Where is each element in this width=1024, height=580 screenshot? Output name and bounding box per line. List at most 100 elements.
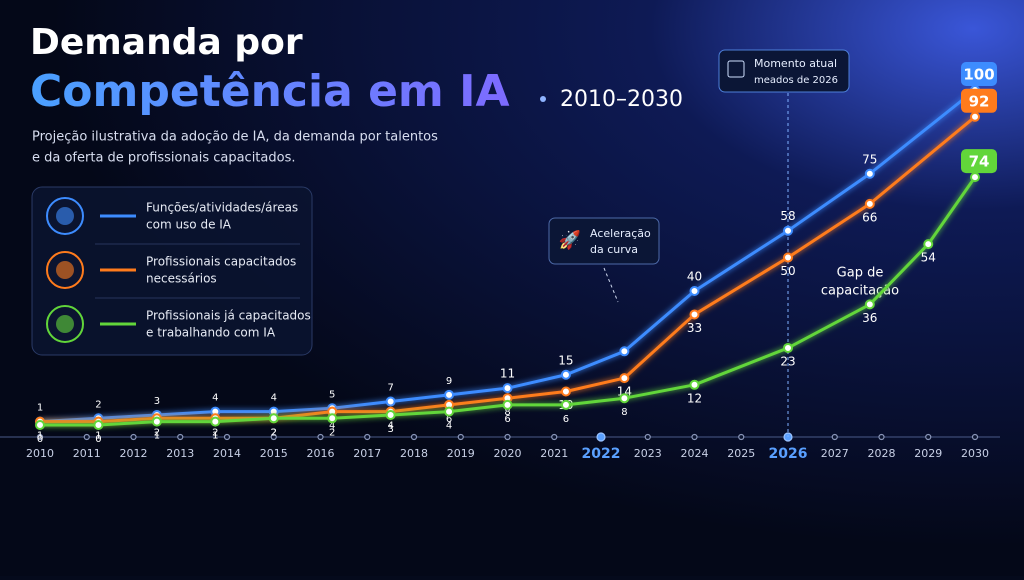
- x-tick-label: 2015: [260, 447, 288, 460]
- callout-text: da curva: [590, 243, 638, 256]
- data-point: [560, 386, 571, 397]
- value-label: 0: [95, 434, 101, 445]
- x-tick: [364, 433, 371, 441]
- end-label: 74: [969, 153, 990, 171]
- value-label: 2: [212, 427, 218, 438]
- x-tick-label: 2013: [166, 447, 194, 460]
- x-tick: [177, 433, 184, 441]
- value-label: 3: [154, 396, 160, 407]
- x-tick: [130, 433, 137, 441]
- value-label: 8: [504, 407, 510, 418]
- data-point: [444, 406, 455, 417]
- value-label: 1: [212, 431, 218, 442]
- data-point: [444, 389, 455, 400]
- x-tick-label: 2021: [540, 447, 568, 460]
- end-label-box: [961, 149, 997, 174]
- value-label: 33: [687, 321, 702, 335]
- data-point: [210, 416, 221, 427]
- value-label: 11: [500, 367, 515, 381]
- title-line: Competência em IA: [30, 66, 510, 117]
- value-label: 4: [212, 393, 218, 404]
- x-tick: [925, 433, 932, 441]
- x-tick-label: 2022: [582, 446, 621, 462]
- data-point: [864, 299, 875, 310]
- legend-label: Funções/atividades/áreas: [146, 201, 298, 215]
- x-tick-label: 2025: [727, 447, 755, 460]
- x-tick-label: 2014: [213, 447, 241, 460]
- legend-label: com uso de IA: [146, 218, 232, 232]
- value-label: 2: [271, 427, 277, 438]
- x-tick: [691, 433, 698, 441]
- value-label: 2: [154, 427, 160, 438]
- value-label: 4: [446, 421, 452, 432]
- value-label: 7: [387, 383, 393, 394]
- legend-label: e trabalhando com IA: [146, 326, 276, 340]
- data-point: [689, 309, 700, 320]
- x-tick: [504, 433, 511, 441]
- data-point: [689, 379, 700, 390]
- x-tick: [223, 433, 231, 441]
- x-tick-label: 2030: [961, 447, 989, 460]
- title-line: Demanda por: [30, 22, 303, 63]
- title-dot: [540, 96, 546, 102]
- x-tick: [551, 433, 558, 441]
- data-point: [327, 413, 338, 424]
- subtitle: e da oferta de profissionais capacitados…: [32, 151, 296, 166]
- callout-text: Aceleração: [590, 227, 651, 240]
- data-point: [385, 396, 396, 407]
- x-tick-label: 2026: [769, 446, 808, 462]
- data-point: [93, 420, 104, 430]
- legend-label: Profissionais capacitados: [146, 255, 296, 269]
- value-label: 15: [558, 353, 573, 367]
- x-tick-label: 2019: [447, 447, 475, 460]
- subtitle: Projeção ilustrativa da adoção de IA, da…: [32, 130, 438, 145]
- x-tick-label: 2011: [73, 447, 101, 460]
- value-label: 1: [37, 431, 43, 442]
- data-point: [268, 413, 279, 424]
- data-point: [619, 373, 630, 384]
- value-label: 4: [329, 421, 335, 432]
- value-label: 75: [862, 152, 877, 166]
- data-point: [864, 198, 875, 209]
- end-label-box: [961, 62, 997, 86]
- data-point: [783, 225, 793, 236]
- data-point: [619, 393, 630, 404]
- value-label: 0: [37, 434, 43, 445]
- x-tick: [317, 433, 324, 441]
- value-label: 9: [446, 376, 452, 387]
- value-label: 2: [329, 427, 335, 438]
- x-tick-label: 2012: [120, 447, 148, 460]
- value-label: 4: [271, 393, 277, 404]
- value-label: 23: [780, 354, 795, 368]
- value-label: 6: [563, 414, 569, 425]
- x-tick-label: 2017: [353, 447, 381, 460]
- x-tick-label: 2010: [26, 447, 54, 460]
- data-point: [560, 369, 571, 380]
- value-label: 66: [862, 210, 877, 224]
- callout-pointer: [603, 267, 619, 303]
- legend-icon-core: [56, 207, 74, 225]
- value-label: 50: [780, 264, 795, 278]
- value-label: 2: [95, 399, 101, 410]
- x-tick: [878, 433, 885, 441]
- x-tick: [831, 433, 838, 441]
- x-tick-label: 2027: [821, 447, 849, 460]
- x-tick: [270, 433, 277, 441]
- x-tick-label: 2023: [634, 447, 662, 460]
- legend-label: necessários: [146, 272, 217, 286]
- callout-box: [548, 217, 660, 265]
- data-point: [502, 383, 513, 394]
- callout-text: meados de 2026: [754, 75, 838, 86]
- x-tick: [457, 433, 464, 441]
- value-label: 6: [504, 414, 510, 425]
- value-label: 8: [621, 407, 627, 418]
- data-point: [502, 399, 513, 410]
- x-tick: [36, 433, 44, 441]
- x-tick: [738, 433, 745, 441]
- x-tick: [971, 433, 979, 441]
- calendar-icon: [727, 60, 745, 78]
- series-line: [40, 176, 977, 427]
- data-point: [35, 420, 45, 430]
- x-tick-label: 2016: [307, 447, 335, 460]
